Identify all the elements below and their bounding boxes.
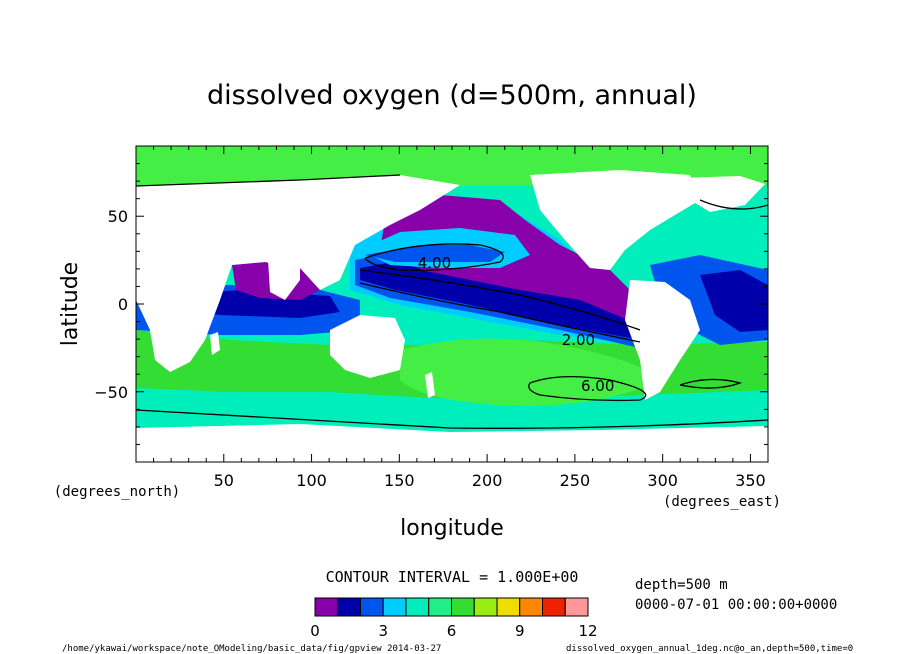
contour-label: 2.00 [562, 331, 595, 349]
colorbar-tick-label: 6 [447, 622, 457, 640]
contour-label: 4.00 [418, 254, 451, 272]
time-label: 0000-07-01 00:00:00+0000 [635, 597, 837, 613]
colorbar-swatch [337, 597, 361, 617]
contour-atlantic [699, 199, 768, 210]
colorbar-swatch [519, 597, 543, 617]
colorbar: 0 3 6 9 12 [310, 597, 598, 640]
chart-title: dissolved oxygen (d=500m, annual) [207, 80, 697, 111]
x-tick-label: 300 [647, 471, 678, 490]
contour-labels: 4.00 2.00 6.00 [418, 254, 615, 395]
y-axis-title: latitude [58, 262, 83, 346]
colorbar-swatch [542, 597, 566, 617]
colorbar-swatch [564, 597, 589, 617]
colorbar-swatch [428, 597, 452, 617]
x-tick-label: 100 [296, 471, 327, 490]
contour-southern [136, 409, 768, 429]
y-axis: 50 0 −50 [94, 163, 768, 445]
tropical-atlantic-deep [700, 270, 768, 332]
colorbar-tick-label: 0 [310, 622, 320, 640]
south-pacific-gyre [400, 338, 660, 406]
map-area: 4.00 2.00 6.00 [136, 146, 768, 462]
contour-label: 6.00 [581, 377, 614, 395]
contour-arctic [136, 174, 401, 187]
colorbar-swatch [496, 597, 521, 617]
contour-6 [528, 375, 647, 402]
colorbar-swatch [360, 597, 384, 617]
contour-interval-label: CONTOUR INTERVAL = 1.000E+00 [326, 568, 579, 586]
colorbar-swatch [405, 597, 430, 617]
colorbar-swatch [382, 597, 407, 617]
contour-s-atlantic [679, 378, 743, 389]
colorbar-swatch [473, 597, 498, 617]
x-tick-label: 250 [560, 471, 591, 490]
footer-left: /home/ykawai/workspace/note_OModeling/ba… [62, 644, 441, 654]
x-tick-label: 150 [384, 471, 415, 490]
contour-2 [359, 282, 641, 343]
x-tick-label: 50 [214, 471, 234, 490]
land [136, 170, 768, 462]
colorbar-swatch [451, 597, 475, 617]
colorbar-tick-label: 12 [578, 622, 597, 640]
x-axis: 50 100 150 200 250 300 350 [153, 146, 766, 490]
y-tick-label: 50 [108, 207, 128, 226]
colorbar-swatch [314, 597, 339, 617]
y-tick-label: 0 [118, 295, 128, 314]
colorbar-tick-label: 3 [378, 622, 388, 640]
contour-3 [359, 269, 641, 331]
y-tick-label: −50 [94, 383, 128, 402]
colorbar-tick-label: 9 [515, 622, 525, 640]
footer-right: dissolved_oxygen_annual_1deg.nc@o_an,dep… [566, 644, 853, 654]
x-tick-label: 200 [472, 471, 503, 490]
depth-label: depth=500 m [635, 577, 728, 593]
x-axis-title: longitude [400, 516, 504, 541]
contour-4 [364, 243, 504, 271]
y-unit-label: (degrees_north) [54, 484, 180, 500]
contour-lines [136, 174, 768, 429]
x-tick-label: 350 [735, 471, 766, 490]
x-unit-label: (degrees_east) [663, 494, 781, 510]
